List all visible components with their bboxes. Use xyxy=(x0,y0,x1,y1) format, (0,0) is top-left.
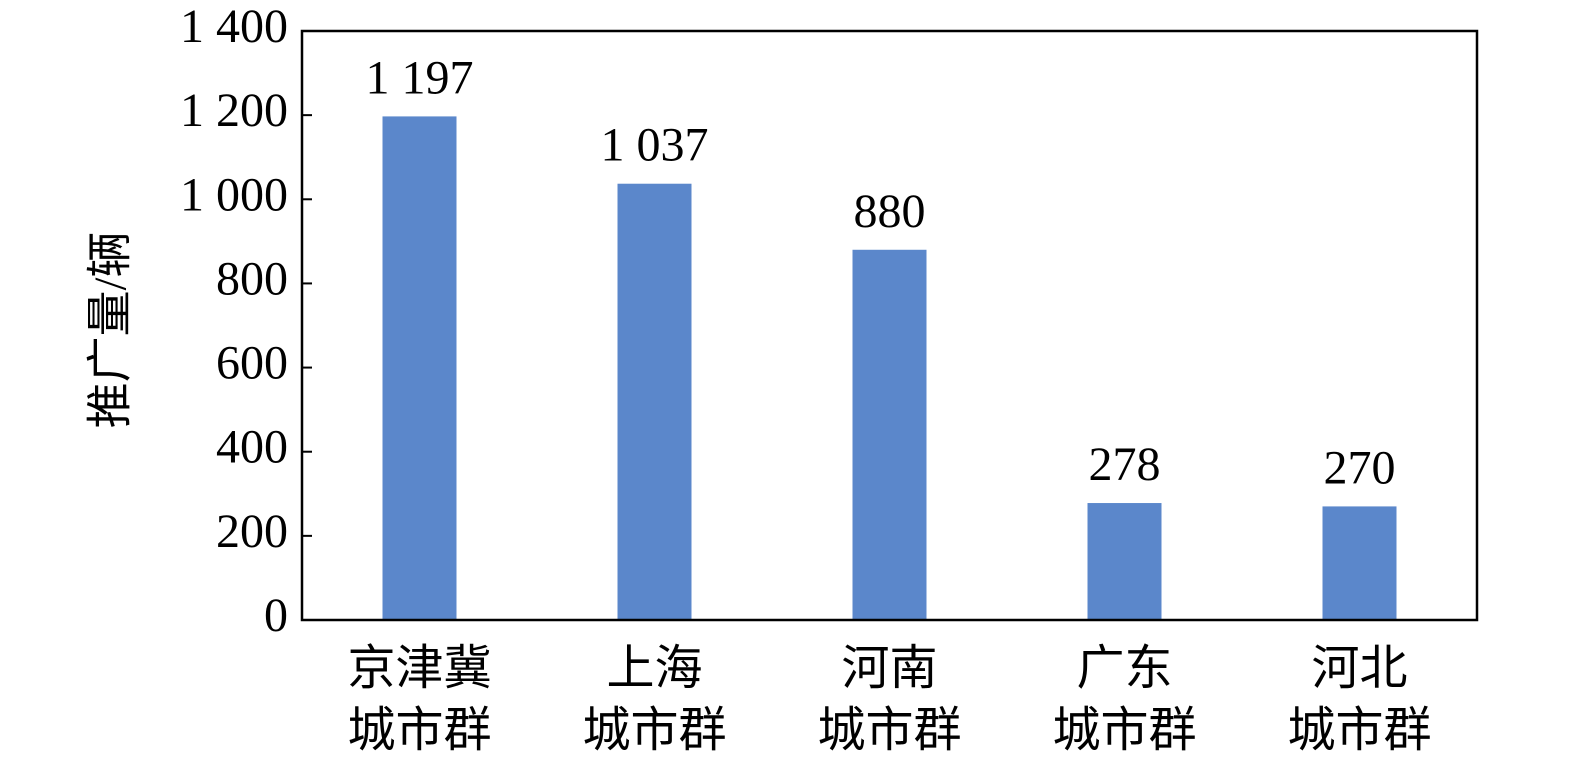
data-label: 1 037 xyxy=(601,119,709,172)
y-tick-label: 200 xyxy=(216,505,288,558)
bar xyxy=(852,249,927,620)
x-tick-label: 河北 城市群 xyxy=(1287,642,1432,757)
bar xyxy=(1087,503,1162,620)
y-tick-label: 1 000 xyxy=(180,168,288,221)
y-tick-label: 800 xyxy=(216,252,288,305)
bar xyxy=(617,183,692,620)
x-tick-label: 上海 城市群 xyxy=(582,642,727,757)
y-tick-label: 400 xyxy=(216,421,288,474)
data-label: 1 197 xyxy=(366,51,474,104)
x-tick-label: 京津冀 城市群 xyxy=(347,642,492,757)
y-tick-label: 1 200 xyxy=(180,84,288,137)
x-tick-label: 广东 城市群 xyxy=(1052,642,1197,757)
data-label: 880 xyxy=(854,185,926,238)
y-tick-label: 0 xyxy=(264,589,288,642)
data-label: 278 xyxy=(1089,438,1161,491)
plot-frame xyxy=(300,29,1479,622)
y-axis-label: 推广量/辆 xyxy=(85,232,136,429)
y-tick-label: 600 xyxy=(216,337,288,390)
bar xyxy=(382,116,457,620)
bar xyxy=(1322,506,1397,620)
y-tick-label: 1 400 xyxy=(180,0,288,53)
data-label: 270 xyxy=(1324,441,1396,494)
x-tick-label: 河南 城市群 xyxy=(817,642,962,757)
